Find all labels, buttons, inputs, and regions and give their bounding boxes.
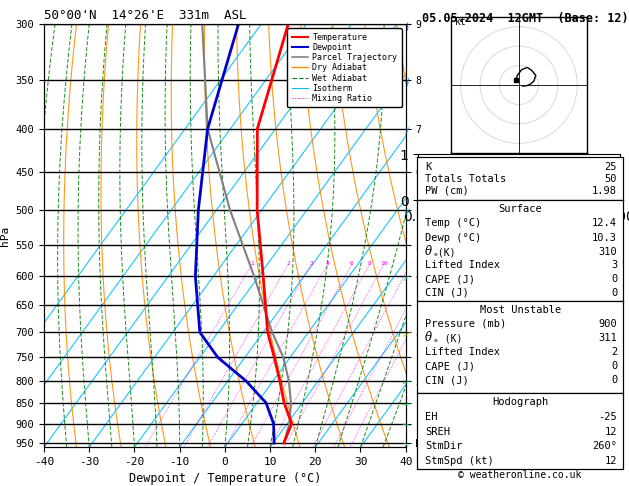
Text: /: / bbox=[406, 124, 409, 134]
Text: 3: 3 bbox=[309, 261, 313, 266]
Text: StmSpd (kt): StmSpd (kt) bbox=[425, 456, 494, 466]
Text: 0: 0 bbox=[611, 361, 617, 371]
Text: Surface: Surface bbox=[498, 204, 542, 214]
Text: /: / bbox=[405, 205, 410, 215]
Text: 1.98: 1.98 bbox=[592, 186, 617, 196]
Text: EH: EH bbox=[425, 412, 438, 422]
Text: /: / bbox=[403, 441, 413, 446]
Text: 50: 50 bbox=[604, 174, 617, 184]
X-axis label: Dewpoint / Temperature (°C): Dewpoint / Temperature (°C) bbox=[129, 472, 321, 486]
Text: CIN (J): CIN (J) bbox=[425, 288, 469, 298]
Text: Most Unstable: Most Unstable bbox=[479, 305, 561, 315]
Text: 10.3: 10.3 bbox=[592, 233, 617, 243]
Text: /: / bbox=[403, 399, 412, 406]
Text: ₑ (K): ₑ (K) bbox=[433, 333, 462, 343]
Text: 12.4: 12.4 bbox=[592, 219, 617, 228]
Text: 3: 3 bbox=[611, 260, 617, 270]
Text: 10: 10 bbox=[380, 261, 387, 266]
Text: Lifted Index: Lifted Index bbox=[425, 347, 500, 357]
Text: Totals Totals: Totals Totals bbox=[425, 174, 506, 184]
Text: 0: 0 bbox=[611, 288, 617, 298]
Text: Dewp (°C): Dewp (°C) bbox=[425, 233, 482, 243]
Text: PW (cm): PW (cm) bbox=[425, 186, 469, 196]
Text: Lifted Index: Lifted Index bbox=[425, 260, 500, 270]
Text: 1: 1 bbox=[250, 261, 254, 266]
Text: Temp (°C): Temp (°C) bbox=[425, 219, 482, 228]
Text: kt: kt bbox=[455, 17, 467, 27]
Text: /: / bbox=[405, 19, 410, 29]
Text: θ: θ bbox=[425, 331, 432, 345]
Text: Pressure (mb): Pressure (mb) bbox=[425, 319, 506, 329]
Text: /: / bbox=[406, 76, 409, 85]
Text: Hodograph: Hodograph bbox=[492, 397, 548, 407]
Text: /: / bbox=[403, 377, 412, 384]
Text: CAPE (J): CAPE (J) bbox=[425, 361, 476, 371]
Y-axis label: km
ASL: km ASL bbox=[438, 225, 457, 246]
Text: /: / bbox=[404, 272, 411, 281]
Text: 12: 12 bbox=[604, 427, 617, 437]
Text: 310: 310 bbox=[598, 247, 617, 257]
Text: 2: 2 bbox=[611, 347, 617, 357]
Text: CAPE (J): CAPE (J) bbox=[425, 274, 476, 284]
Text: 8: 8 bbox=[368, 261, 372, 266]
Y-axis label: hPa: hPa bbox=[0, 226, 10, 246]
Text: 0: 0 bbox=[611, 375, 617, 385]
Text: 6: 6 bbox=[350, 261, 354, 266]
Text: SREH: SREH bbox=[425, 427, 450, 437]
Text: /: / bbox=[403, 422, 412, 426]
Text: 12: 12 bbox=[604, 456, 617, 466]
Text: StmDir: StmDir bbox=[425, 441, 463, 451]
Text: CIN (J): CIN (J) bbox=[425, 375, 469, 385]
Text: 25: 25 bbox=[604, 162, 617, 172]
Text: 05.05.2024  12GMT  (Base: 12): 05.05.2024 12GMT (Base: 12) bbox=[422, 12, 628, 25]
Text: 311: 311 bbox=[598, 333, 617, 343]
Text: 2: 2 bbox=[287, 261, 291, 266]
Text: 900: 900 bbox=[598, 319, 617, 329]
Text: θ: θ bbox=[425, 245, 432, 258]
Text: 0: 0 bbox=[611, 274, 617, 284]
Text: 260°: 260° bbox=[592, 441, 617, 451]
Text: /: / bbox=[404, 328, 411, 337]
Text: 50°00'N  14°26'E  331m  ASL: 50°00'N 14°26'E 331m ASL bbox=[44, 9, 247, 22]
Text: 4: 4 bbox=[326, 261, 330, 266]
Legend: Temperature, Dewpoint, Parcel Trajectory, Dry Adiabat, Wet Adiabat, Isotherm, Mi: Temperature, Dewpoint, Parcel Trajectory… bbox=[287, 29, 401, 107]
Text: K: K bbox=[425, 162, 431, 172]
Text: © weatheronline.co.uk: © weatheronline.co.uk bbox=[459, 470, 582, 480]
Text: -25: -25 bbox=[598, 412, 617, 422]
Text: ₑ(K): ₑ(K) bbox=[433, 247, 456, 257]
